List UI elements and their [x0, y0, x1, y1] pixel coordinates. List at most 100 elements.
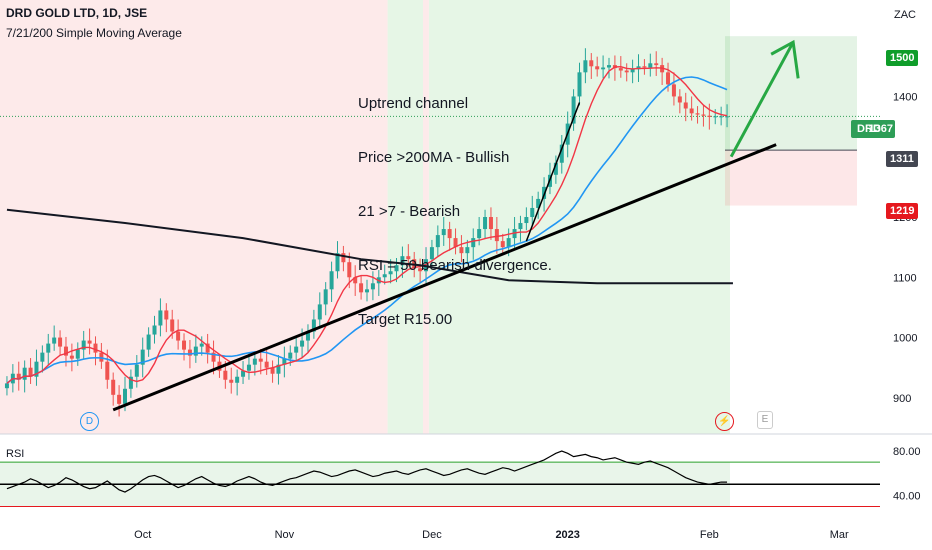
candle-body [359, 283, 364, 293]
rsi-line [6, 450, 728, 493]
symbol-title[interactable]: DRD GOLD LTD, 1D, JSE [6, 6, 148, 20]
candle-body [329, 271, 334, 290]
candle-body [34, 361, 39, 377]
rsi-tick-label: 80.00 [893, 446, 921, 458]
candle-body [4, 383, 9, 389]
candle-body [607, 65, 611, 68]
candle-body [642, 66, 647, 68]
candle-body [264, 361, 269, 368]
candle-body [666, 72, 671, 85]
rsi-label[interactable]: RSI [6, 448, 25, 460]
candle-body [453, 238, 458, 248]
candle-body [241, 370, 246, 377]
candle-body [624, 70, 629, 73]
candle-body [518, 223, 523, 230]
candle-body [506, 238, 511, 248]
candle-body [187, 349, 192, 356]
candle-body [353, 277, 358, 284]
candle-body [707, 115, 712, 117]
candle-body [471, 238, 476, 248]
candle-body [323, 289, 328, 305]
candle-body [583, 60, 588, 73]
candle-body [40, 352, 45, 362]
grid [0, 115, 932, 435]
candle-body [488, 217, 493, 230]
annotation-line: Uptrend channel [358, 95, 469, 112]
price-tick-label: 1100 [893, 272, 917, 284]
entry-price-badge: 1311 [886, 151, 918, 167]
candle-body [530, 207, 535, 217]
current-price-value: 1367 [868, 123, 893, 135]
candle-body [252, 358, 257, 365]
candle-body [134, 364, 139, 377]
currency-label: ZAC [894, 9, 916, 21]
dividend-marker-icon[interactable]: D [80, 412, 99, 431]
candle-body [382, 274, 387, 278]
annotation-line: 21 >7 - Bearish [358, 203, 461, 220]
candle-body [111, 379, 116, 395]
candle-body [695, 113, 700, 115]
candle-body [601, 67, 606, 70]
candle-body [146, 334, 151, 350]
earnings-marker-icon[interactable]: E [757, 411, 773, 429]
price-tick-label: 1400 [893, 91, 917, 103]
lightning-event-icon[interactable]: ⚡ [715, 412, 734, 431]
time-tick-label: Oct [134, 529, 151, 541]
candle-body [713, 116, 718, 118]
candle-body [347, 262, 352, 278]
candle-body [87, 340, 92, 344]
candle-body [589, 60, 594, 67]
candle-body [459, 247, 464, 254]
candle-body [571, 96, 576, 124]
current-price-ticker: DRD [857, 123, 881, 135]
profit-zone [725, 36, 857, 151]
price-tick-label: 1000 [893, 333, 917, 345]
candle-body [258, 358, 263, 362]
candle-body [500, 241, 505, 248]
price-axis: 90010001100120013001400 [893, 91, 917, 404]
candle-body [288, 352, 293, 359]
candle-body [435, 235, 440, 248]
candle-body [211, 352, 216, 362]
time-tick-label: Dec [422, 529, 442, 541]
candle-body [311, 319, 316, 332]
candle-body [16, 373, 21, 380]
time-tick-label: Mar [830, 529, 849, 541]
candle-body [536, 198, 541, 208]
analysis-annotation: Uptrend channel Price >200MA - Bullish 2… [358, 59, 552, 347]
candle-body [229, 379, 234, 383]
candle-body [28, 367, 33, 377]
candle-body [595, 66, 600, 70]
candle-body [394, 265, 399, 272]
target-arrow-shaft [729, 41, 795, 158]
candle-body [577, 72, 582, 97]
stop-price-badge: 1219 [886, 203, 919, 219]
candle-body [63, 346, 68, 356]
candle-body [341, 253, 346, 263]
candle-body [648, 63, 653, 68]
trendlines [112, 39, 800, 412]
candle-body [176, 331, 181, 341]
candle-body [246, 364, 251, 371]
candle-body [282, 358, 287, 365]
candle-body [370, 283, 375, 290]
candle-body [477, 229, 482, 239]
candle-body [193, 346, 198, 356]
candle-body [483, 217, 488, 230]
ma200-line [6, 208, 733, 285]
candle-body [654, 63, 659, 66]
candle-body [418, 268, 423, 272]
candle-body [429, 247, 434, 260]
candle-body [52, 337, 57, 344]
current-price-badge: DRD 1367 [851, 120, 895, 138]
candle-body [335, 253, 340, 272]
candle-body [701, 114, 706, 116]
candle-body [158, 310, 163, 326]
candle-body [294, 346, 299, 353]
candle-body [105, 361, 110, 380]
bg-red-region [0, 0, 388, 434]
indicator-title[interactable]: 7/21/200 Simple Moving Average [6, 26, 182, 40]
candle-body [205, 343, 210, 353]
ma21-line [6, 76, 728, 384]
